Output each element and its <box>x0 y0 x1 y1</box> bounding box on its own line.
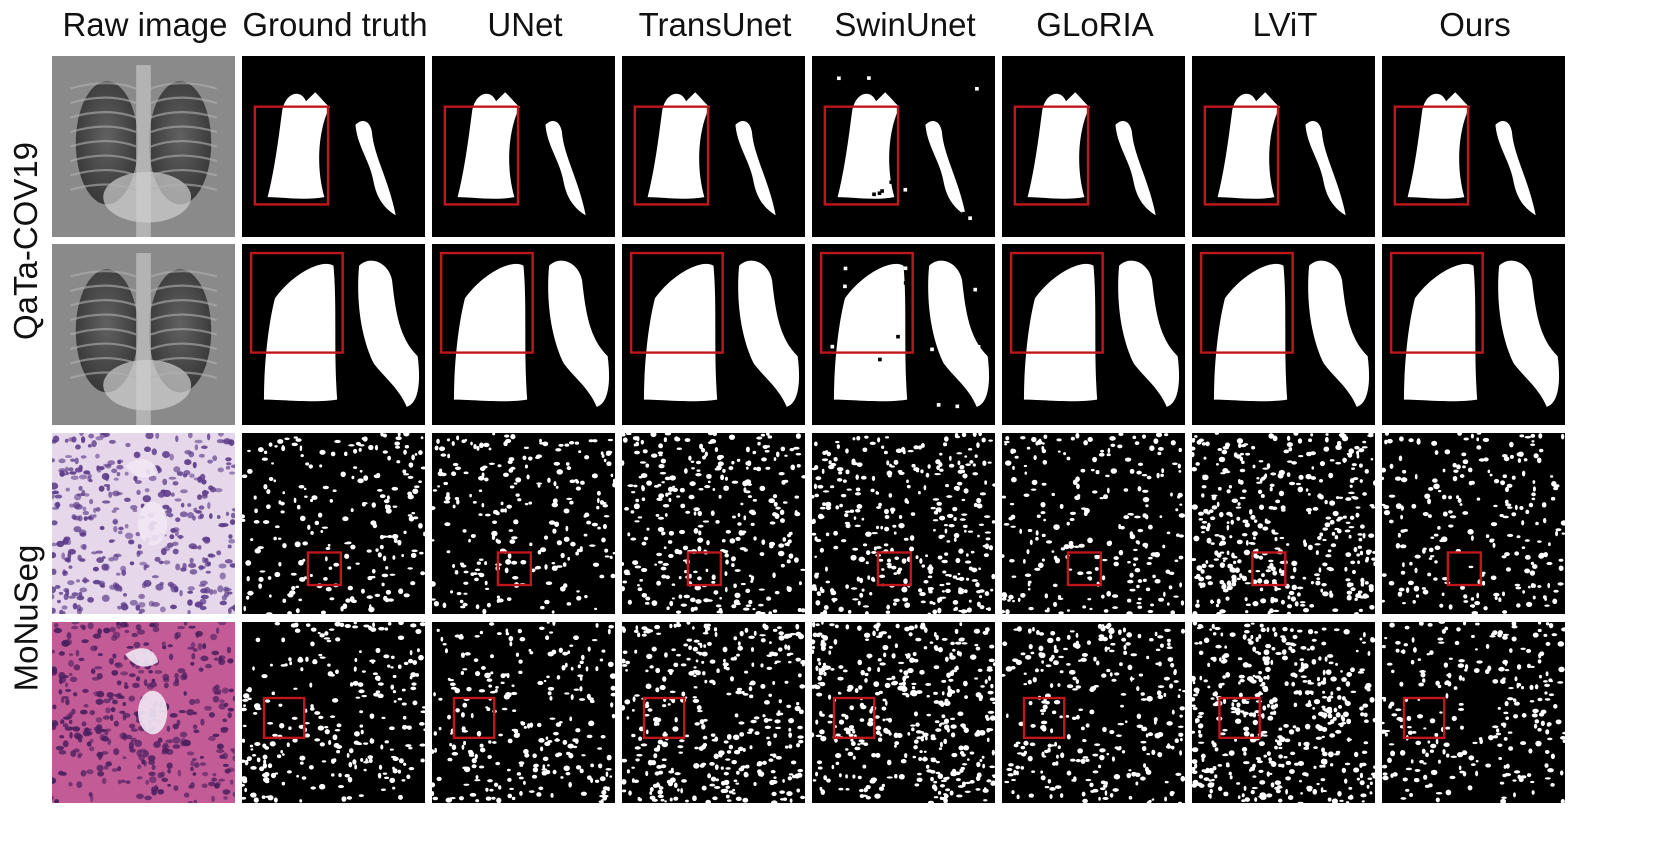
gloria-mask-monuseg-1 <box>1002 433 1185 614</box>
swinunet-mask-monuseg-2 <box>812 622 995 803</box>
gloria-mask-monuseg-2 <box>1002 622 1185 803</box>
raw-image-qata-cov19-1 <box>52 56 235 237</box>
swinunet-mask-monuseg-1 <box>812 433 995 614</box>
row-label-monuseg: MoNuSeg <box>7 544 44 692</box>
ours-mask-monuseg-2 <box>1382 622 1565 803</box>
lvit-mask-qata-cov19-2 <box>1192 244 1375 425</box>
swinunet-mask-qata-cov19-2 <box>812 244 995 425</box>
transunet-mask-qata-cov19-2 <box>622 244 805 425</box>
column-header-raw-image: Raw image <box>62 6 228 43</box>
row-label-qata-cov19: QaTa-COV19 <box>7 141 44 341</box>
ours-mask-qata-cov19-1 <box>1382 56 1565 237</box>
lvit-mask-monuseg-1 <box>1192 433 1375 614</box>
raw-image-qata-cov19-2 <box>52 244 235 425</box>
gloria-mask-qata-cov19-1 <box>1002 56 1185 237</box>
transunet-mask-monuseg-2 <box>622 622 805 803</box>
transunet-mask-qata-cov19-1 <box>622 56 805 237</box>
column-header-ours: Ours <box>1439 6 1511 43</box>
column-header-lvit: LViT <box>1252 6 1318 43</box>
unet-mask-monuseg-1 <box>432 433 615 614</box>
lvit-mask-monuseg-2 <box>1192 622 1375 803</box>
unet-mask-qata-cov19-1 <box>432 56 615 237</box>
unet-mask-monuseg-2 <box>432 622 615 803</box>
ground-truth-mask-qata-cov19-2 <box>242 244 425 425</box>
ground-truth-mask-monuseg-2 <box>242 622 425 803</box>
column-header-ground-truth: Ground truth <box>242 6 428 43</box>
gloria-mask-qata-cov19-2 <box>1002 244 1185 425</box>
ours-mask-monuseg-1 <box>1382 433 1565 614</box>
column-header-unet: UNet <box>487 6 563 43</box>
raw-image-monuseg-1 <box>52 433 235 614</box>
ours-mask-qata-cov19-2 <box>1382 244 1565 425</box>
column-header-transunet: TransUnet <box>638 6 792 43</box>
swinunet-mask-qata-cov19-1 <box>812 56 995 237</box>
ground-truth-mask-monuseg-1 <box>242 433 425 614</box>
column-header-swinunet: SwinUnet <box>834 6 976 43</box>
unet-mask-qata-cov19-2 <box>432 244 615 425</box>
lvit-mask-qata-cov19-1 <box>1192 56 1375 237</box>
transunet-mask-monuseg-1 <box>622 433 805 614</box>
column-header-gloria: GLoRIA <box>1036 6 1154 43</box>
ground-truth-mask-qata-cov19-1 <box>242 56 425 237</box>
raw-image-monuseg-2 <box>52 622 235 803</box>
